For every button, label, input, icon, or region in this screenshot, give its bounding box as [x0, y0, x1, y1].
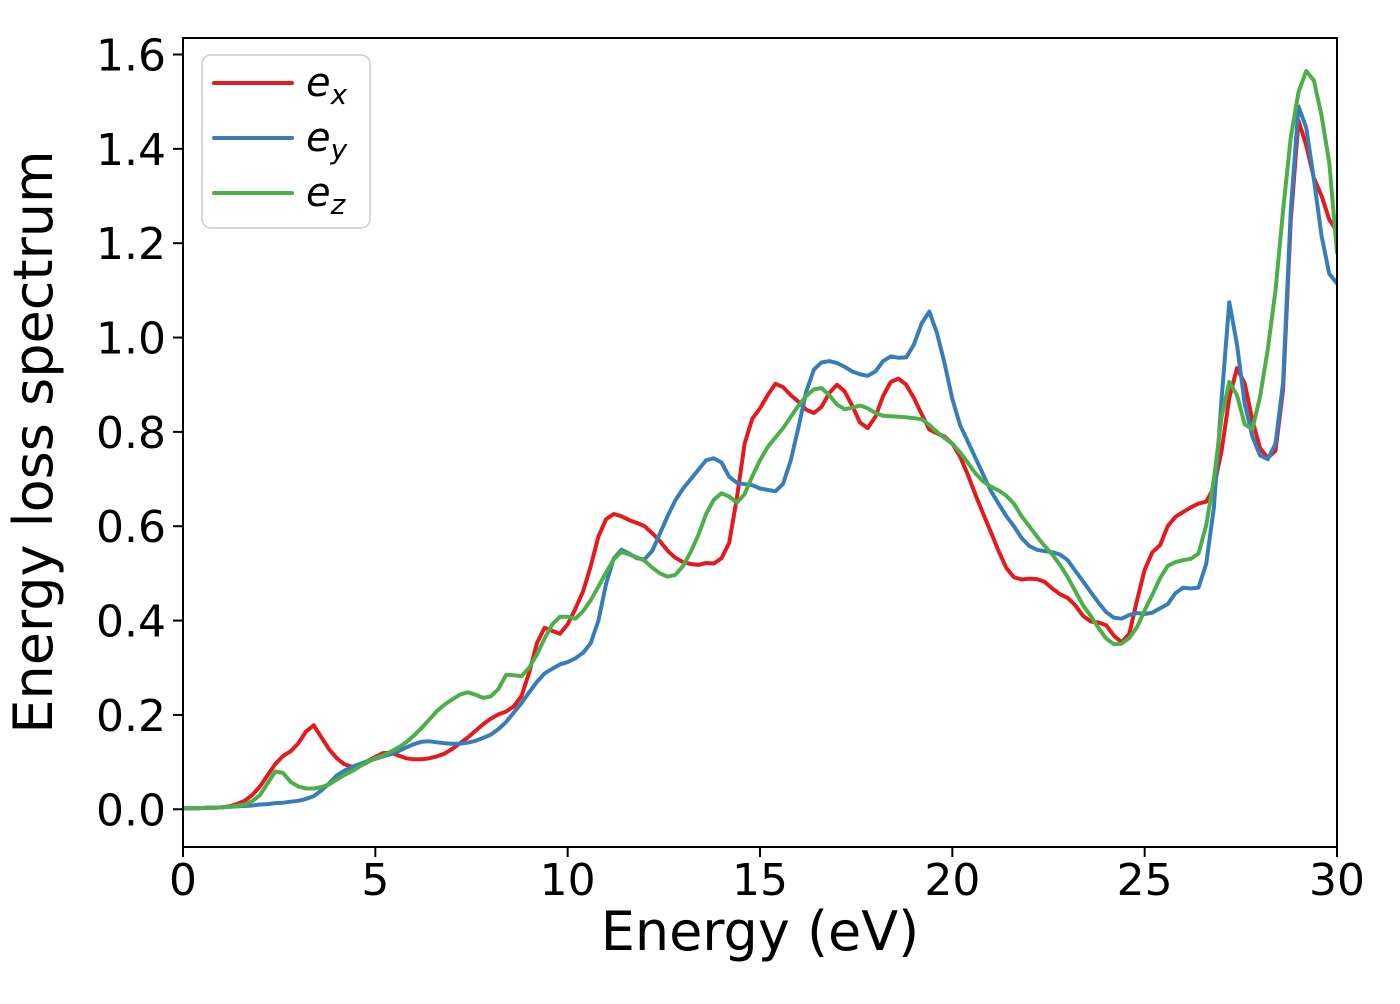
y-tick-label: 1.4 — [96, 125, 166, 176]
y-tick-label: 0.0 — [96, 785, 166, 836]
x-tick-label: 10 — [540, 855, 596, 906]
x-tick-label: 5 — [361, 855, 389, 906]
y-tick-label: 0.4 — [96, 597, 166, 648]
x-tick-label: 25 — [1117, 855, 1173, 906]
y-axis-label: Energy loss spectrum — [2, 150, 65, 733]
x-tick-label: 30 — [1309, 855, 1365, 906]
x-tick-label: 0 — [169, 855, 197, 906]
legend-box — [201, 54, 371, 229]
x-tick-label: 20 — [924, 855, 980, 906]
series-group — [183, 69, 1337, 811]
legend-label-subscript: x — [330, 78, 348, 111]
x-axis: 0 5 10 15 20 25 30 — [169, 847, 1365, 906]
y-tick-label: 1.2 — [96, 219, 166, 270]
y-tick-label: 0.8 — [96, 408, 166, 459]
x-axis-label: Energy (eV) — [601, 900, 920, 963]
y-axis: 0.0 0.2 0.4 0.6 0.8 1.0 1.2 1.4 1.6 — [96, 31, 183, 836]
y-tick-label: 1.0 — [96, 314, 166, 365]
x-tick-label: 15 — [732, 855, 788, 906]
legend-label-subscript: y — [330, 133, 348, 166]
y-tick-label: 0.2 — [96, 691, 166, 742]
series-ez-line — [183, 69, 1337, 811]
legend-label-subscript: z — [330, 188, 347, 221]
plot-area: 0 5 10 15 20 25 30 0.0 0.2 0.4 0.6 0.8 1.0 1.2 1.4 1.6 e… — [96, 31, 1365, 906]
y-tick-label: 0.6 — [96, 502, 166, 553]
y-tick-label: 1.6 — [96, 31, 166, 82]
